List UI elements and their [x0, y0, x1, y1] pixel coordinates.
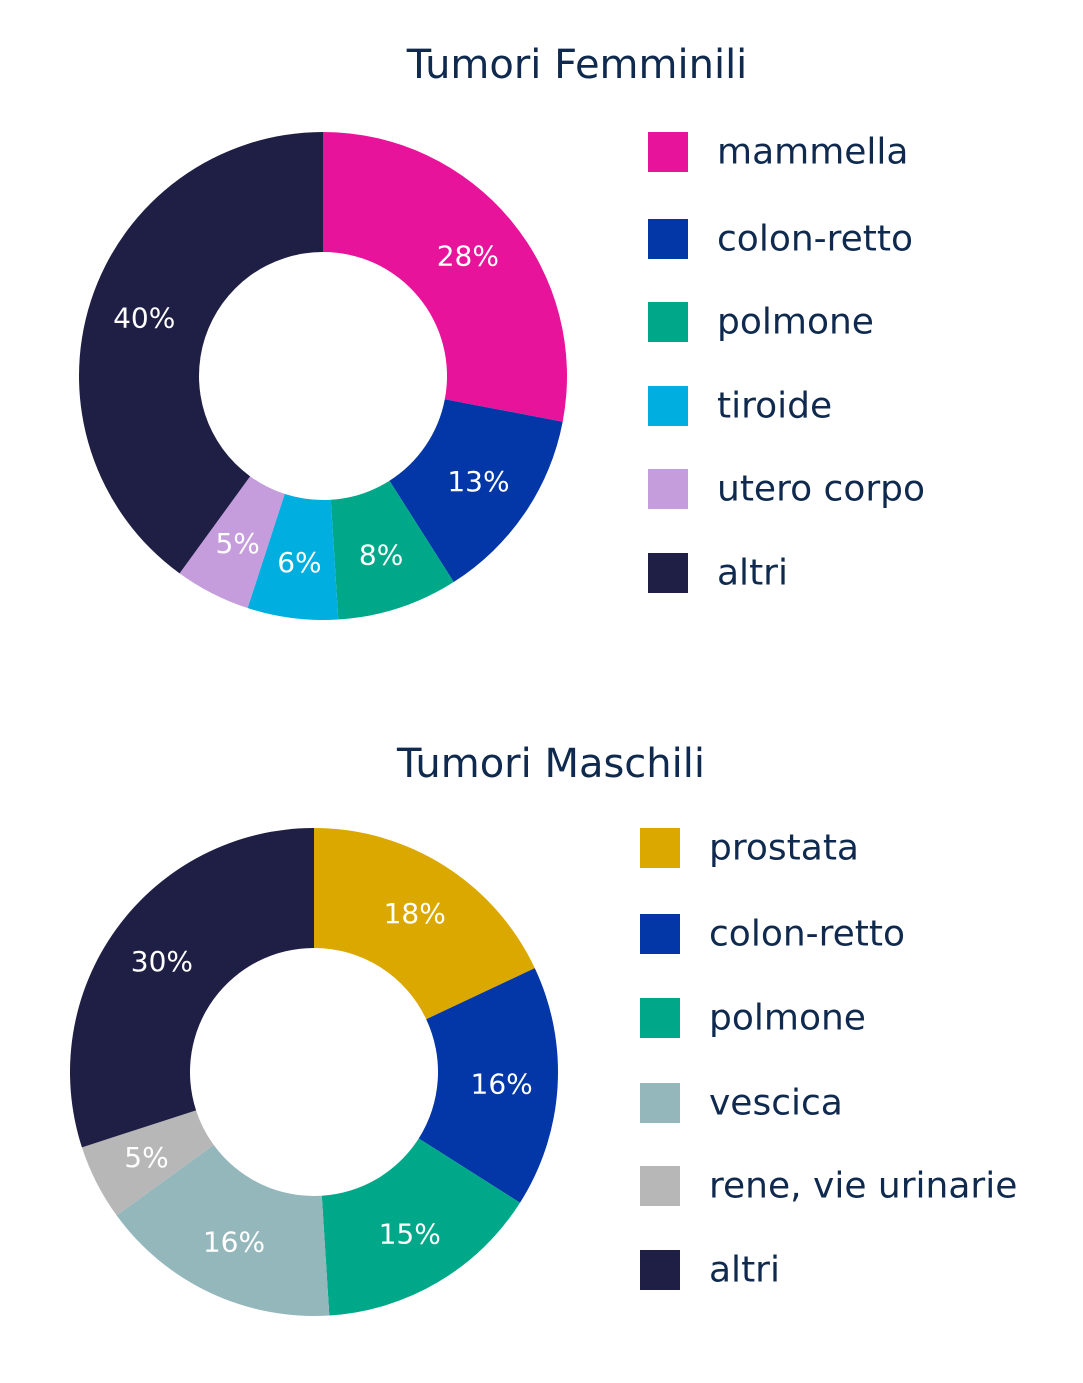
slice-colon-retto: [389, 399, 563, 583]
legend-swatch: [640, 828, 680, 868]
male-tumors-chart: Tumori Maschili 18% 16% 15% 16% 5% 30% prosta…: [0, 697, 1083, 1383]
legend-item-colon-retto: colon-retto: [648, 219, 913, 260]
legend-label: tiroide: [717, 386, 832, 427]
female-chart-svg: Tumori Femminili 28% 13% 8% 6% 5% 40% mammell…: [79, 42, 925, 620]
legend-swatch: [648, 132, 688, 172]
donut-slices: [79, 132, 567, 620]
donut-slice-labels: 28% 13% 8% 6% 5% 40%: [113, 240, 510, 579]
legend-item-prostata: prostata: [640, 828, 859, 869]
legend-label: altri: [709, 1250, 780, 1291]
chart-title: Tumori Maschili: [396, 741, 705, 787]
legend: mammella colon-retto polmone tiroide utero c…: [648, 132, 925, 594]
female-tumors-chart: Tumori Femminili 28% 13% 8% 6% 5% 40% mammell…: [0, 0, 1083, 686]
legend-label: colon-retto: [709, 914, 905, 955]
legend-label: prostata: [709, 828, 859, 869]
legend-label: polmone: [709, 998, 866, 1039]
legend-item-polmone: polmone: [640, 998, 866, 1039]
slice-label-altri: 40%: [113, 301, 175, 334]
legend-swatch: [640, 914, 680, 954]
slice-label-vescica: 16%: [203, 1226, 265, 1259]
legend-item-polmone: polmone: [648, 302, 874, 343]
slice-utero-corpo: [179, 476, 285, 609]
legend-swatch: [648, 302, 688, 342]
legend-item-utero-corpo: utero corpo: [648, 469, 925, 510]
slice-label-utero-corpo: 5%: [215, 527, 259, 560]
legend-item-altri: altri: [640, 1250, 780, 1291]
legend-swatch: [640, 998, 680, 1038]
slice-polmone: [330, 480, 454, 620]
legend-item-vescica: vescica: [640, 1083, 843, 1124]
slice-altri: [79, 132, 323, 574]
slice-prostata: [314, 828, 535, 1020]
legend-item-rene-vie-urinarie: rene, vie urinarie: [640, 1166, 1017, 1207]
legend-swatch: [648, 469, 688, 509]
legend-label: polmone: [717, 302, 874, 343]
legend-swatch: [640, 1083, 680, 1123]
slice-polmone: [321, 1138, 521, 1316]
legend-label: vescica: [709, 1083, 843, 1124]
slice-vescica: [116, 1144, 330, 1316]
slice-label-mammella: 28%: [437, 240, 499, 273]
legend-swatch: [640, 1166, 680, 1206]
legend-swatch: [648, 386, 688, 426]
male-chart-svg: Tumori Maschili 18% 16% 15% 16% 5% 30% prosta…: [69, 741, 1017, 1316]
legend-swatch: [648, 219, 688, 259]
legend-item-altri: altri: [648, 553, 788, 594]
legend: prostata colon-retto polmone vescica rene, v…: [640, 828, 1017, 1291]
legend-item-mammella: mammella: [648, 132, 908, 173]
slice-colon-retto: [418, 968, 558, 1203]
slice-label-polmone: 8%: [359, 538, 403, 571]
legend-label: mammella: [717, 132, 908, 173]
legend-label: colon-retto: [717, 219, 913, 260]
donut-slice-labels: 18% 16% 15% 16% 5% 30%: [124, 897, 532, 1259]
slice-mammella: [323, 132, 567, 422]
slice-rene-vie-urinarie: [81, 1110, 214, 1216]
legend-swatch: [648, 553, 688, 593]
legend-swatch: [640, 1250, 680, 1290]
legend-label: altri: [717, 553, 788, 594]
slice-altri: [69, 828, 315, 1148]
legend-item-colon-retto: colon-retto: [640, 914, 905, 955]
chart-title: Tumori Femminili: [406, 42, 748, 88]
slice-tiroide: [247, 493, 339, 620]
slice-label-colon-retto: 16%: [471, 1067, 533, 1100]
slice-label-colon-retto: 13%: [447, 465, 509, 498]
slice-label-altri: 30%: [131, 945, 193, 978]
slice-label-prostata: 18%: [384, 897, 446, 930]
legend-label: utero corpo: [717, 469, 925, 510]
slice-label-polmone: 15%: [379, 1217, 441, 1250]
legend-label: rene, vie urinarie: [709, 1166, 1017, 1207]
slice-label-tiroide: 6%: [277, 546, 321, 579]
donut-slices: [69, 828, 558, 1316]
legend-item-tiroide: tiroide: [648, 386, 832, 427]
slice-label-rene-vie-urinarie: 5%: [124, 1141, 168, 1174]
